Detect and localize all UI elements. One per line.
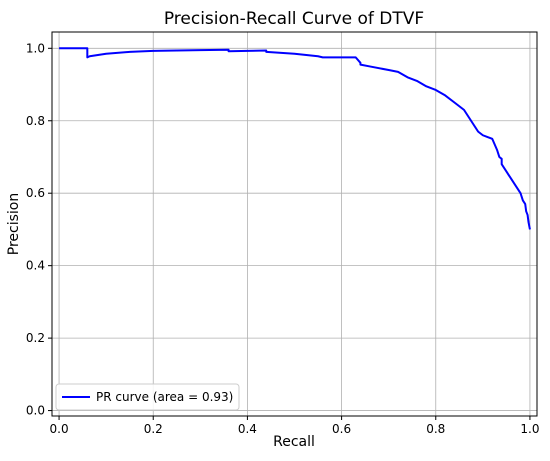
y-axis-label: Precision <box>6 193 22 255</box>
x-tick-label: 0.4 <box>238 422 257 436</box>
legend-label: PR curve (area = 0.93) <box>96 390 233 404</box>
y-tick-label: 0.6 <box>26 186 45 200</box>
x-axis-label: Recall <box>273 434 315 450</box>
x-tick-label: 0.2 <box>144 422 163 436</box>
chart-title: Precision-Recall Curve of DTVF <box>164 9 424 29</box>
y-tick-label: 0.2 <box>26 331 45 345</box>
y-tick-label: 0.8 <box>26 114 45 128</box>
x-tick-label: 0.0 <box>50 422 69 436</box>
grid <box>52 32 537 416</box>
y-tick-label: 1.0 <box>26 41 45 55</box>
y-tick-label: 0.4 <box>26 259 45 273</box>
plot-frame <box>51 31 538 417</box>
series-layer <box>59 47 531 230</box>
legend-box <box>55 383 240 411</box>
series-line-0 <box>59 47 531 230</box>
x-tick-label: 1.0 <box>520 422 539 436</box>
x-tick-label: 0.6 <box>332 422 351 436</box>
x-tick-label: 0.8 <box>426 422 445 436</box>
y-tick-label: 0.0 <box>26 404 45 418</box>
legend: PR curve (area = 0.93) <box>55 383 240 411</box>
axis-ticks: 0.0 0.2 0.4 0.6 0.8 1.0 0.0 0.2 0.4 0.6 0.8 1.0 <box>26 41 540 436</box>
